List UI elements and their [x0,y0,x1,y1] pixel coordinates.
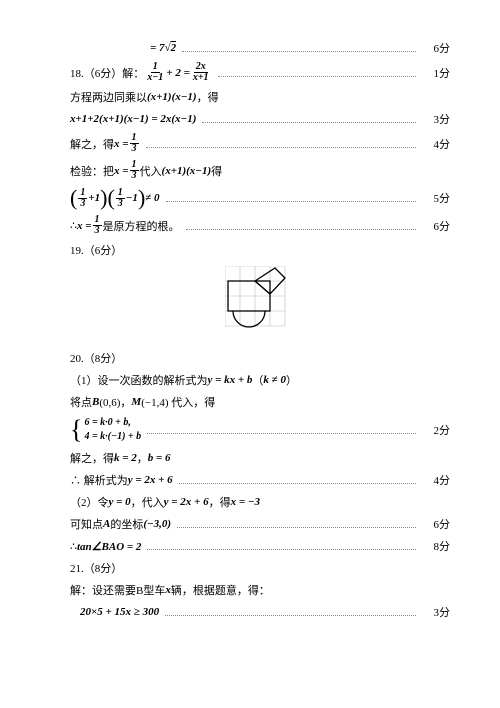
step-line: 可知点 A 的坐标 (−3,0) 6分 [70,516,450,532]
text-line: 将点 B(0,6)，M(−1,4) 代入，得 [70,394,450,410]
text: （1）设一次函数的解析式为 y = kx + b（k ≠ 0） [70,372,297,388]
dot-leader [147,426,416,434]
step-line: ∴ 解析式为 y = 2x + 6 4分 [70,472,450,488]
text: 解：设还需要B型车 x 辆，根据题意，得： [70,582,270,598]
score: 3分 [422,111,450,127]
expr: ∴ tan∠BAO = 2 [70,540,141,553]
text-line: 方程两边同乘以 (x+1)(x−1)，得 [70,89,450,105]
dot-leader [166,194,416,202]
q18-line1: 18.（6分）解： 1x−1 + 2 = 2xx+1 1分 [70,62,450,83]
expr: x+1+2(x+1)(x−1) = 2x(x−1) [70,113,196,125]
sys-row1: 6 = k·0 + b, [84,416,141,430]
system-line: { 6 = k·0 + b, 4 = k·(−1) + b 2分 [70,416,450,444]
expr: = 7√2 [70,42,176,54]
q21-header: 21.（8分） [70,560,450,576]
expr: 解之，得 x = 13 [70,133,140,154]
dot-leader [186,222,416,230]
text: 将点 B(0,6)，M(−1,4) 代入，得 [70,394,215,410]
expr: ∴ x = 13 是原方程的根。 [70,215,180,236]
sys-row2: 4 = k·(−1) + b [84,430,141,444]
dot-leader [177,520,416,528]
expr: ∴ 解析式为 y = 2x + 6 [70,472,173,488]
text-line: 解：设还需要B型车 x 辆，根据题意，得： [70,582,450,598]
score: 4分 [422,472,450,488]
score: 6分 [422,40,450,56]
score: 6分 [422,218,450,234]
text: （2）令 y = 0，代入 y = 2x + 6，得 x = −3 [70,494,260,510]
step-line: ∴ x = 13 是原方程的根。 6分 [70,215,450,236]
step-line: 20×5 + 15x ≥ 300 3分 [70,604,450,620]
score: 8分 [422,538,450,554]
expr: 20×5 + 15x ≥ 300 [70,606,159,618]
score: 3分 [422,604,450,620]
text-line: （1）设一次函数的解析式为 y = kx + b（k ≠ 0） [70,372,450,388]
text: 21.（8分） [70,560,122,576]
dot-leader [182,44,416,52]
expr: 18.（6分）解： 1x−1 + 2 = 2xx+1 [70,62,212,83]
dot-leader [147,542,416,550]
text-line: 解之，得 k = 2，b = 6 [70,450,450,466]
text: 检验：把 x = 13 代入 (x+1)(x−1) 得 [70,160,222,181]
dot-leader [218,69,416,77]
q20-header: 20.（8分） [70,350,450,366]
text-line: （2）令 y = 0，代入 y = 2x + 6，得 x = −3 [70,494,450,510]
score: 5分 [422,190,450,206]
text-line: 检验：把 x = 13 代入 (x+1)(x−1) 得 [70,160,450,181]
text: 20.（8分） [70,350,122,366]
q19-header: 19.（6分） [70,242,450,258]
dot-leader [146,140,416,148]
score: 4分 [422,136,450,152]
score: 2分 [422,422,450,438]
expr: 可知点 A 的坐标 (−3,0) [70,516,171,532]
expr: ( 13 +1 ) ( 13 −1 ) ≠ 0 [70,187,160,209]
dot-leader [179,476,416,484]
score: 1分 [422,65,450,81]
step-line: ( 13 +1 ) ( 13 −1 ) ≠ 0 5分 [70,187,450,209]
diagram-svg [225,266,295,334]
text: 19.（6分） [70,242,122,258]
text: 方程两边同乘以 (x+1)(x−1)，得 [70,89,219,105]
step-line: ∴ tan∠BAO = 2 8分 [70,538,450,554]
text: 解之，得 k = 2，b = 6 [70,450,171,466]
figure-q19 [70,266,450,334]
step-line: = 7√2 6分 [70,40,450,56]
score: 6分 [422,516,450,532]
expr: { 6 = k·0 + b, 4 = k·(−1) + b [70,416,141,444]
label: 18.（6分）解： [70,65,144,81]
step-line: x+1+2(x+1)(x−1) = 2x(x−1) 3分 [70,111,450,127]
step-line: 解之，得 x = 13 4分 [70,133,450,154]
dot-leader [202,115,416,123]
dot-leader [165,608,416,616]
